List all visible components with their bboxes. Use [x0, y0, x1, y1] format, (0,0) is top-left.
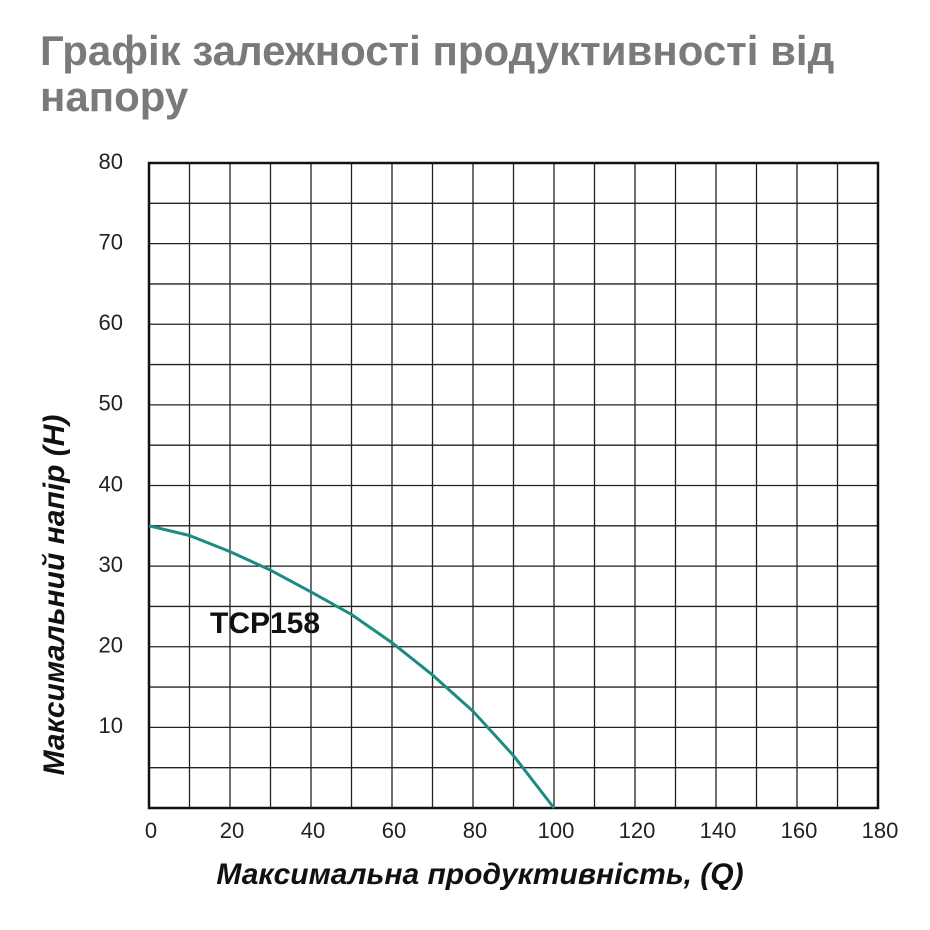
y-tick-label: 30 [99, 552, 123, 577]
y-tick-label: 70 [99, 229, 123, 254]
x-axis-label: Максимальна продуктивність, (Q) [216, 858, 743, 891]
x-tick-label: 20 [220, 818, 244, 843]
data-line [148, 524, 556, 809]
x-tick-label: 120 [619, 818, 656, 843]
y-tick-label: 80 [99, 149, 123, 174]
chart-title: Графік залежності продуктивності від нап… [40, 27, 835, 120]
y-tick-label: 20 [99, 633, 123, 658]
x-tick-label: 0 [145, 818, 157, 843]
x-tick-label: 160 [781, 818, 818, 843]
y-tick-label: 40 [99, 471, 123, 496]
y-tick-label: 60 [99, 310, 123, 335]
x-tick-label: 40 [301, 818, 325, 843]
x-tick-label: 60 [382, 818, 406, 843]
x-tick-label: 140 [700, 818, 737, 843]
y-tick-label: 10 [99, 713, 123, 738]
x-tick-label: 100 [538, 818, 575, 843]
y-axis-label: Максимальний напір (H) [38, 415, 71, 776]
y-tick-label: 50 [99, 391, 123, 416]
series-label: TCP158 [210, 607, 320, 640]
plot-frame [147, 161, 880, 810]
x-tick-label: 180 [862, 818, 899, 843]
x-tick-label: 80 [463, 818, 487, 843]
